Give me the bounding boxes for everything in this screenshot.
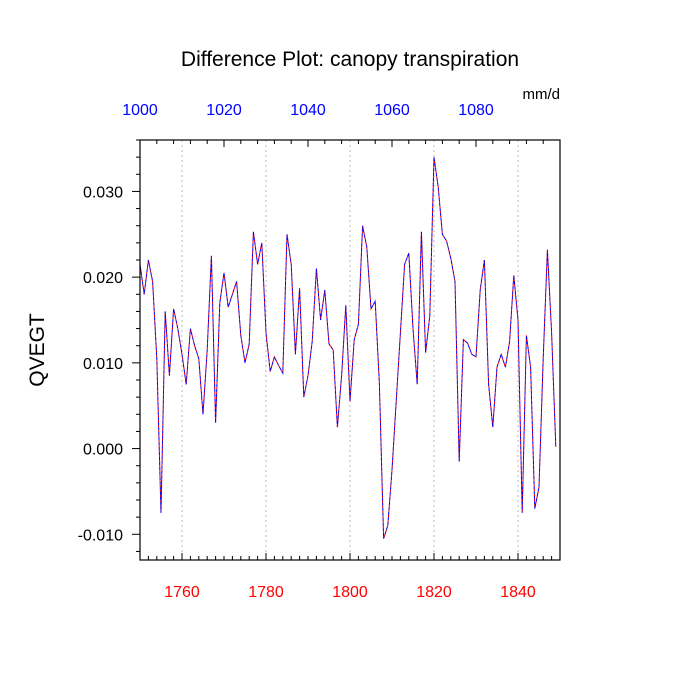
y-tick-label: 0.020	[83, 270, 123, 287]
series-lines	[139, 157, 557, 539]
chart-title: Difference Plot: canopy transpiration	[181, 48, 519, 71]
y-axis-label: QVEGT	[26, 313, 49, 387]
plot-frame	[139, 139, 561, 561]
y-tick-label: 0.010	[83, 356, 123, 373]
y-tick-label: 0.000	[83, 442, 123, 459]
grid-lines	[181, 140, 519, 560]
y-tick-label: -0.010	[78, 527, 123, 544]
x-tick-label: 1800	[332, 584, 368, 601]
top-tick-label: 1080	[458, 102, 494, 119]
x-tick-label: 1780	[248, 584, 284, 601]
x-tick-label: 1840	[500, 584, 536, 601]
series-line-1	[139, 157, 557, 539]
series-line-2	[139, 157, 557, 539]
y-tick-label: 0.030	[83, 184, 123, 201]
axes: 1760 1780 1800 1820 1840 1000 1020 1040 1060 1080…	[78, 102, 561, 601]
top-tick-label: 1060	[374, 102, 410, 119]
x-tick-label: 1820	[416, 584, 452, 601]
top-tick-label: 1020	[206, 102, 242, 119]
x-tick-label: 1760	[164, 584, 200, 601]
top-tick-label: 1000	[122, 102, 158, 119]
units-label: mm/d	[523, 86, 561, 103]
top-tick-label: 1040	[290, 102, 326, 119]
